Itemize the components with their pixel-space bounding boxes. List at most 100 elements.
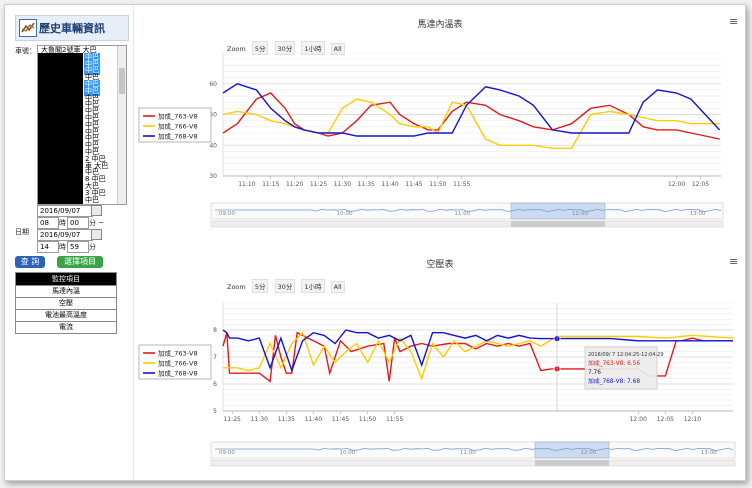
zoom-30min-button[interactable]: 30分 bbox=[274, 279, 296, 293]
min-unit: 分 ~ bbox=[89, 219, 105, 227]
vehicle-list-item[interactable]: 中巴 bbox=[38, 114, 118, 123]
monitor-item[interactable]: 電池最高溫度 bbox=[16, 309, 116, 321]
motor-temp-chart[interactable]: 30 40 50 60 11:10 11:15 11:20 11:25 11:30 11:35 11… bbox=[135, 5, 745, 241]
x-tick-label: 11:45 bbox=[332, 416, 349, 423]
tooltip-line: 加成_763-V8: 6.56 bbox=[588, 359, 640, 367]
vehicle-listbox[interactable]: 大魯閣2號車 大巴 中巴 中巴 中巴 中巴 中巴 中巴 中巴 中巴 中巴 中巴 中巴 中巴 中巴 中巴 中巴 2… bbox=[37, 45, 127, 205]
x-tick-label: 12:05 bbox=[692, 181, 709, 188]
select-items-button[interactable]: 選擇項目 bbox=[57, 256, 103, 268]
sidebar-title: 歷史車輛資訊 bbox=[39, 22, 105, 35]
vehicle-list-item[interactable]: 中巴 bbox=[38, 195, 118, 204]
menu-icon[interactable]: ≡ bbox=[729, 255, 739, 268]
redaction-mask bbox=[38, 175, 83, 185]
x-tick-label: 11:10 bbox=[238, 181, 255, 188]
x-tick-label: 11:30 bbox=[251, 416, 268, 423]
navigator-selection[interactable] bbox=[534, 441, 610, 459]
menu-icon[interactable]: ≡ bbox=[729, 15, 739, 28]
vehicle-label-text: 中巴 bbox=[85, 134, 99, 143]
vehicle-list-item[interactable]: 中巴 bbox=[38, 148, 118, 157]
end-hour-select[interactable]: 14 bbox=[37, 241, 59, 253]
monitor-item[interactable]: 空壓 bbox=[16, 297, 116, 309]
redaction-mask bbox=[38, 80, 83, 89]
navigator-label: 11:00 bbox=[454, 211, 470, 217]
vehicle-list-item[interactable]: 中巴 bbox=[38, 80, 118, 89]
monitor-header: 監控項目 bbox=[16, 273, 116, 285]
vehicle-list-item[interactable]: 中巴 bbox=[38, 93, 118, 103]
monitor-item[interactable]: 電流 bbox=[16, 321, 116, 333]
vehicle-list-item[interactable]: 中巴 bbox=[38, 59, 118, 69]
legend-label: 加成_763-V8 bbox=[158, 112, 198, 121]
vehicle-list-item[interactable]: 中巴 bbox=[38, 107, 118, 117]
zoom-all-button[interactable]: All bbox=[330, 281, 345, 293]
query-button[interactable]: 查 詢 bbox=[15, 256, 45, 268]
chart-title: 空壓表 bbox=[426, 260, 454, 270]
vehicle-list-item[interactable]: 中巴 bbox=[38, 52, 118, 62]
monitor-item[interactable]: 馬達內溫 bbox=[16, 285, 116, 297]
zoom-bar: Zoom 5分 30分 1小時 All bbox=[227, 41, 345, 55]
navigator-selection[interactable] bbox=[510, 202, 606, 220]
plot-area: 30 40 50 60 11:10 11:15 11:20 11:25 11:30 11:35 11… bbox=[209, 52, 721, 188]
vehicle-label-text: 中巴 bbox=[85, 114, 99, 122]
air-pressure-chart-panel: 空壓表 ≡ Zoom 5分 30分 1小時 All 5 6 7 8 11:25 11:30… bbox=[135, 241, 745, 480]
vehicle-list-item[interactable]: 中巴 bbox=[38, 141, 118, 151]
redaction-mask bbox=[38, 168, 83, 178]
vehicle-label-text: 大魯閣2號車 大巴 bbox=[41, 46, 97, 54]
zoom-30min-button[interactable]: 30分 bbox=[274, 41, 296, 55]
series-line-1 bbox=[222, 98, 720, 150]
vehicle-list-item[interactable]: 8 中巴 bbox=[38, 175, 118, 185]
vehicle-label-text: 中巴 bbox=[85, 141, 99, 150]
vehicle-list-item[interactable]: 中巴 bbox=[38, 134, 118, 144]
navigator-label: 12:00 bbox=[580, 450, 596, 456]
legend-label: 加成_766-V8 bbox=[158, 122, 198, 131]
air-pressure-chart[interactable]: 5 6 7 8 11:25 11:30 11:35 11:40 11:45 11:50 11:55 1… bbox=[135, 241, 745, 480]
y-tick-label: 7 bbox=[213, 354, 217, 361]
vehicle-list-item[interactable]: 中巴 bbox=[38, 86, 118, 96]
x-tick-label: 11:55 bbox=[453, 181, 470, 188]
chart-title: 馬達內溫表 bbox=[417, 20, 463, 30]
scroll-thumb[interactable] bbox=[119, 68, 125, 94]
x-tick-label: 11:50 bbox=[359, 416, 376, 423]
vehicle-list-item[interactable]: 車 大巴 bbox=[38, 161, 118, 171]
redaction-mask bbox=[38, 148, 83, 157]
vehicle-list-item[interactable]: 2 中巴 bbox=[38, 154, 118, 164]
tooltip-box bbox=[584, 346, 658, 390]
vehicle-list-item[interactable]: 中巴 bbox=[38, 100, 118, 110]
zoom-1hour-button[interactable]: 1小時 bbox=[301, 41, 325, 55]
vehicle-list-item[interactable]: 大巴 bbox=[38, 182, 118, 191]
vehicle-list-item[interactable]: 中巴 bbox=[38, 120, 118, 130]
series-line-2 bbox=[222, 329, 733, 373]
zoom-5min-button[interactable]: 5分 bbox=[251, 41, 269, 55]
legend-label: 加成_763-V8 bbox=[158, 349, 198, 358]
vehicle-label-text: 中巴 bbox=[85, 93, 99, 102]
vehicle-label-text: 中巴 bbox=[85, 73, 99, 82]
zoom-1hour-button[interactable]: 1小時 bbox=[301, 279, 325, 293]
x-tick-label: 11:35 bbox=[358, 181, 375, 188]
start-date-input[interactable]: 2016/09/07 bbox=[37, 205, 93, 217]
x-tick-label: 11:25 bbox=[310, 181, 327, 188]
x-tick-label: 12:05 bbox=[657, 416, 674, 423]
calendar-icon[interactable] bbox=[91, 205, 102, 216]
navigator-label: 12:00 bbox=[572, 211, 588, 217]
legend-label: 加成_768-V8 bbox=[158, 369, 198, 378]
vehicle-list-item[interactable]: 中巴 bbox=[38, 127, 118, 137]
x-tick-label: 11:25 bbox=[224, 416, 241, 423]
vehicle-list-item[interactable]: 中巴 bbox=[38, 73, 118, 83]
start-hour-select[interactable]: 08 bbox=[37, 217, 59, 229]
zoom-all-button[interactable]: All bbox=[330, 43, 345, 55]
vehicle-list-scrollbar[interactable] bbox=[117, 46, 126, 204]
redaction-mask bbox=[38, 127, 83, 137]
vehicle-list-item[interactable]: 中巴 bbox=[38, 168, 118, 178]
calendar-icon[interactable] bbox=[91, 229, 102, 240]
x-tick-label: 11:20 bbox=[286, 181, 303, 188]
hour-unit: 時 bbox=[59, 243, 66, 251]
end-date-input[interactable]: 2016/09/07 bbox=[37, 229, 93, 241]
redaction-mask bbox=[38, 73, 83, 83]
zoom-5min-button[interactable]: 5分 bbox=[251, 279, 269, 293]
navigator: 09:00 10:00 11:00 12:00 13:00 bbox=[210, 202, 724, 228]
vehicle-list-item[interactable]: 3 中巴 bbox=[38, 188, 118, 198]
start-min-select[interactable]: 00 bbox=[67, 217, 89, 229]
vehicle-list-item[interactable]: 中巴 bbox=[38, 66, 118, 76]
vehicle-list-item[interactable]: 大魯閣2號車 大巴 bbox=[38, 46, 118, 55]
redaction-mask bbox=[38, 59, 83, 69]
end-min-select[interactable]: 59 bbox=[67, 241, 89, 253]
